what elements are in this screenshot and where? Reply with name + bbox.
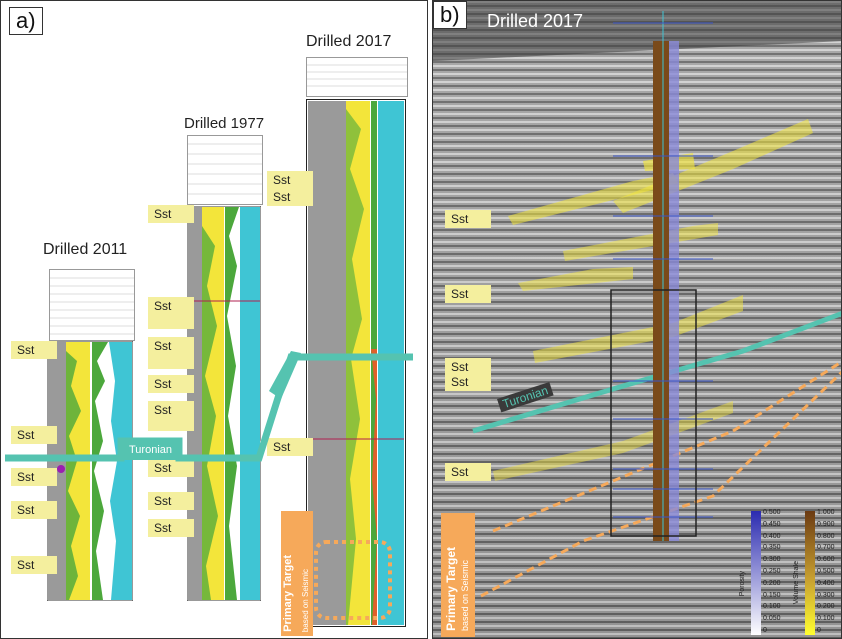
log-header-2017 bbox=[306, 57, 408, 97]
porosity-tick-label: 0.100 bbox=[763, 603, 781, 611]
porosity-tick-label: 0.050 bbox=[763, 615, 781, 623]
panel-b-title: Drilled 2017 bbox=[487, 11, 584, 31]
panel-a-label: a) bbox=[9, 7, 43, 35]
target-outline bbox=[314, 540, 392, 620]
sst-label: Sst bbox=[11, 501, 57, 519]
sst-label: Sst bbox=[148, 459, 194, 477]
seismic-section bbox=[433, 1, 841, 638]
log-header-2011 bbox=[49, 269, 135, 341]
panel-b: b) Drilled 2017 Sst Sst Sst Sst Sst Turo… bbox=[432, 0, 842, 639]
sst-label: Sst bbox=[148, 205, 194, 223]
panel-a: a) Drilled 2011 Drilled 1977 Drilled 201… bbox=[0, 0, 428, 639]
well-title-2011: Drilled 2011 bbox=[43, 241, 128, 258]
sst-label: Sst bbox=[148, 297, 194, 329]
porosity-tick-label: 0.150 bbox=[763, 591, 781, 599]
vshale-tick-label: 0.600 bbox=[817, 556, 835, 564]
vshale-bar-label: Volume Shale bbox=[793, 561, 800, 605]
primary-target-box: Primary Target bbox=[281, 511, 301, 636]
log-track-2011 bbox=[47, 341, 133, 601]
porosity-bar-label: Porosity bbox=[739, 571, 746, 597]
turonian-correlation-line bbox=[5, 351, 413, 462]
vshale-tick-label: 0.200 bbox=[817, 603, 835, 611]
primary-target-title: Primary Target bbox=[282, 555, 294, 632]
well-title-2017: Drilled 2017 bbox=[306, 33, 392, 50]
sst-label: Sst bbox=[267, 438, 313, 456]
primary-target-title: Primary Target bbox=[444, 547, 458, 631]
sst-label: Sst bbox=[11, 426, 57, 444]
sst-label: Sst bbox=[11, 341, 57, 359]
porosity-tick-label: 0 bbox=[763, 627, 767, 634]
sst-label: Sst bbox=[267, 171, 313, 189]
vshale-tick-label: 1.000 bbox=[817, 509, 835, 516]
panel-b-label: b) bbox=[433, 1, 467, 29]
sst-label: Sst bbox=[148, 401, 194, 431]
porosity-tick-label: 0.300 bbox=[763, 556, 781, 564]
sst-label: Sst bbox=[445, 463, 491, 481]
porosity-tick-label: 0.500 bbox=[763, 509, 781, 516]
sst-label: Sst bbox=[445, 358, 491, 376]
sst-label: Sst bbox=[148, 492, 194, 510]
well-title-1977: Drilled 1977 bbox=[184, 115, 265, 132]
porosity-tick-label: 0.400 bbox=[763, 532, 781, 540]
primary-target-sub: based on Seismic bbox=[301, 511, 313, 636]
sst-label: Sst bbox=[11, 556, 57, 574]
primary-target-box: Primary Target based on Seismic bbox=[441, 513, 475, 637]
vshale-tick-label: 0.300 bbox=[817, 591, 835, 599]
sst-label: Sst bbox=[148, 375, 194, 393]
vshale-tick-label: 0.700 bbox=[817, 544, 835, 552]
primary-target-subtitle: based on Seismic bbox=[460, 559, 470, 631]
porosity-tick-label: 0.250 bbox=[763, 568, 781, 575]
turonian-label: Turonian bbox=[129, 444, 173, 456]
sst-label: Sst bbox=[267, 188, 313, 206]
log-track-2017 bbox=[306, 99, 406, 627]
sst-label: Sst bbox=[148, 337, 194, 369]
vshale-tick-label: 0.500 bbox=[817, 568, 835, 575]
vshale-tick-label: 0.800 bbox=[817, 532, 835, 540]
vshale-tick-label: 0.900 bbox=[817, 520, 835, 528]
sst-label: Sst bbox=[445, 285, 491, 303]
log-header-1977 bbox=[187, 135, 263, 205]
porosity-tick-label: 0.450 bbox=[763, 520, 781, 528]
sst-label: Sst bbox=[445, 373, 491, 391]
sst-label: Sst bbox=[445, 210, 491, 228]
porosity-tick-label: 0.200 bbox=[763, 579, 781, 587]
sst-label: Sst bbox=[148, 519, 194, 537]
primary-target-subtitle: based on Seismic bbox=[301, 568, 310, 632]
log-track-1977 bbox=[187, 206, 261, 601]
porosity-tick-label: 0.350 bbox=[763, 544, 781, 552]
vshale-tick-label: 0.100 bbox=[817, 615, 835, 623]
sst-label: Sst bbox=[11, 468, 57, 486]
vshale-tick-label: 0 bbox=[817, 627, 821, 634]
vshale-tick-label: 0.400 bbox=[817, 579, 835, 587]
